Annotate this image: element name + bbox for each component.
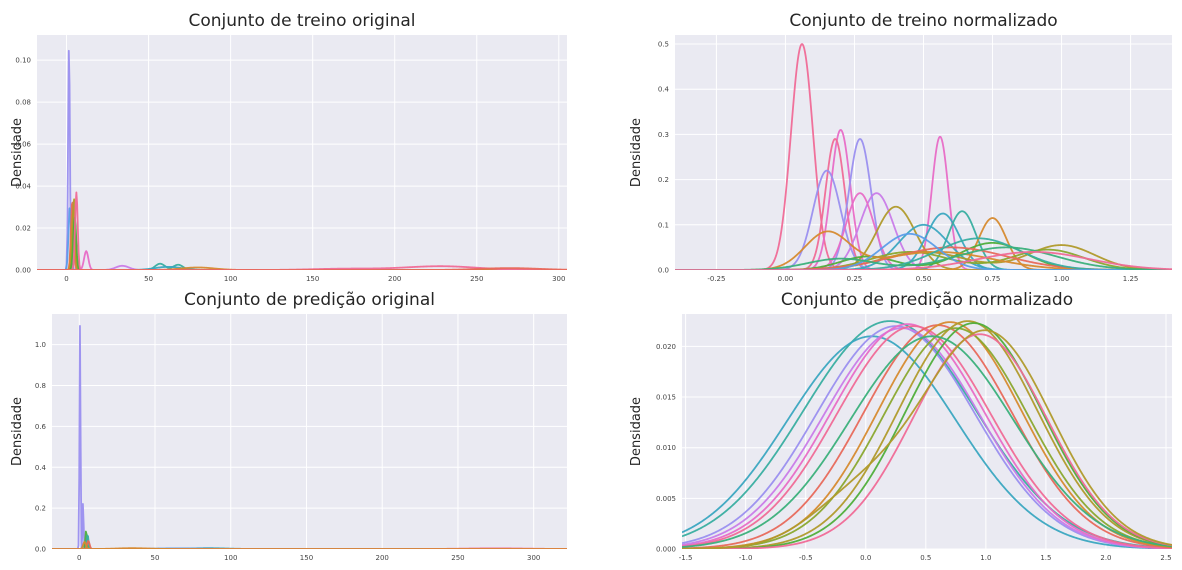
- series-line-9: [675, 205, 1172, 270]
- x-tick-label: 300: [527, 554, 540, 562]
- x-tick-label: 2.0: [1100, 554, 1111, 562]
- x-tick-label: 50: [151, 554, 160, 562]
- series-line-10: [682, 327, 1172, 549]
- y-tick-label: 0.2: [35, 505, 46, 513]
- series-line-10: [675, 212, 1172, 270]
- x-tick-label: 0: [64, 275, 68, 283]
- y-tick-label: 0.4: [658, 86, 670, 94]
- x-tick-label: 150: [300, 554, 313, 562]
- y-tick-label: 0.04: [15, 183, 31, 191]
- series-line-12: [682, 335, 1172, 548]
- chart-panel-treino-normalizado: -0.25 0.00 0.25 0.50 0.75 1.00 1.25 0.0 0.1 0.2 0.…: [629, 11, 1172, 283]
- x-tick-label: -0.5: [799, 554, 813, 562]
- series-line-20: [675, 232, 1172, 270]
- series-line-4: [682, 327, 1172, 549]
- x-tick-label: 100: [224, 554, 237, 562]
- y-tick-label: 0.02: [15, 225, 31, 233]
- series-line-19: [675, 237, 1172, 270]
- series-group: [682, 320, 1172, 549]
- y-tick-label: 0.00: [15, 267, 31, 275]
- x-tick-label: 1.5: [1040, 554, 1051, 562]
- x-tick-label: -1.5: [679, 554, 693, 562]
- series-line-3: [682, 325, 1172, 549]
- y-tick-label: 0.10: [15, 57, 31, 65]
- series-line-9: [682, 320, 1172, 549]
- y-tick-label: 0.020: [656, 343, 676, 351]
- x-tick-label: 0.50: [916, 275, 932, 283]
- plot-area: [37, 35, 567, 270]
- y-tick-label: 0.06: [15, 141, 31, 149]
- x-tick-label: 0.0: [860, 554, 871, 562]
- series-line-22: [675, 251, 1172, 270]
- series-group: [37, 49, 567, 270]
- series-line-11: [675, 210, 1172, 270]
- chart-title: Conjunto de predição original: [184, 290, 435, 310]
- x-tick-label: 2.5: [1160, 554, 1171, 562]
- x-tick-label: 0: [77, 554, 81, 562]
- x-tick-label: 100: [224, 275, 237, 283]
- series-line-10: [52, 547, 567, 549]
- series-line-6: [682, 325, 1172, 549]
- x-tick-label: 200: [388, 275, 401, 283]
- y-tick-label: 1.0: [35, 341, 46, 349]
- y-tick-label: 0.0: [658, 267, 669, 275]
- y-tick-label: 0.2: [658, 176, 669, 184]
- chart-panel-predicao-original: 0 50 100 150 200 250 300 0.0 0.2 0.4 0.6 0.8 1.0 Conj…: [10, 290, 567, 562]
- series-line-14: [682, 329, 1172, 549]
- y-tick-label: 0.5: [658, 41, 669, 49]
- x-tick-label: 0.5: [920, 554, 931, 562]
- chart-title: Conjunto de predição normalizado: [781, 290, 1073, 310]
- series-line-7: [682, 324, 1172, 549]
- y-tick-label: 0.4: [35, 464, 47, 472]
- y-tick-label: 0.005: [656, 495, 676, 503]
- x-tick-label: 250: [470, 275, 483, 283]
- y-tick-label: 0.08: [15, 99, 31, 107]
- y-tick-label: 0.015: [656, 394, 676, 402]
- x-tick-label: 50: [144, 275, 153, 283]
- y-axis-label: Densidade: [629, 397, 644, 466]
- series-group: [52, 325, 567, 549]
- y-tick-label: 0.0: [35, 546, 46, 554]
- x-tick-label: 1.25: [1123, 275, 1139, 283]
- y-tick-label: 0.3: [658, 131, 669, 139]
- plot-area: [682, 314, 1172, 549]
- y-axis-label: Densidade: [10, 397, 25, 466]
- chart-title: Conjunto de treino normalizado: [789, 11, 1057, 31]
- series-line-5: [682, 323, 1172, 549]
- x-tick-label: 150: [306, 275, 319, 283]
- x-tick-label: -0.25: [707, 275, 725, 283]
- plot-area: [52, 314, 567, 549]
- chart-panel-predicao-normalizado: -1.5 -1.0 -0.5 0.0 0.5 1.0 1.5 2.0 2.5 0.000 0.005…: [629, 290, 1172, 562]
- x-tick-label: 1.0: [980, 554, 991, 562]
- y-axis-label: Densidade: [10, 118, 25, 187]
- chart-panel-treino-original: 0 50 100 150 200 250 300 0.00 0.02 0.04 0.06 0.08 0.…: [10, 11, 567, 283]
- series-group: [675, 43, 1172, 270]
- x-tick-label: 200: [376, 554, 389, 562]
- y-tick-label: 0.1: [658, 221, 669, 229]
- x-tick-label: 300: [552, 275, 565, 283]
- y-tick-label: 0.6: [35, 423, 47, 431]
- y-axis-label: Densidade: [629, 118, 644, 187]
- x-tick-label: 1.00: [1054, 275, 1070, 283]
- chart-title: Conjunto de treino original: [188, 11, 415, 31]
- series-line-14: [37, 267, 567, 270]
- series-line-13: [675, 223, 1172, 270]
- y-tick-label: 0.8: [35, 382, 46, 390]
- x-tick-label: 0.00: [778, 275, 794, 283]
- y-tick-label: 0.000: [656, 546, 676, 554]
- series-line-9: [37, 264, 567, 270]
- x-tick-label: -1.0: [739, 554, 753, 562]
- series-line-2: [682, 335, 1172, 549]
- x-tick-label: 0.25: [847, 275, 863, 283]
- y-tick-label: 0.010: [656, 444, 676, 452]
- x-tick-label: 0.75: [985, 275, 1001, 283]
- x-tick-label: 250: [451, 554, 464, 562]
